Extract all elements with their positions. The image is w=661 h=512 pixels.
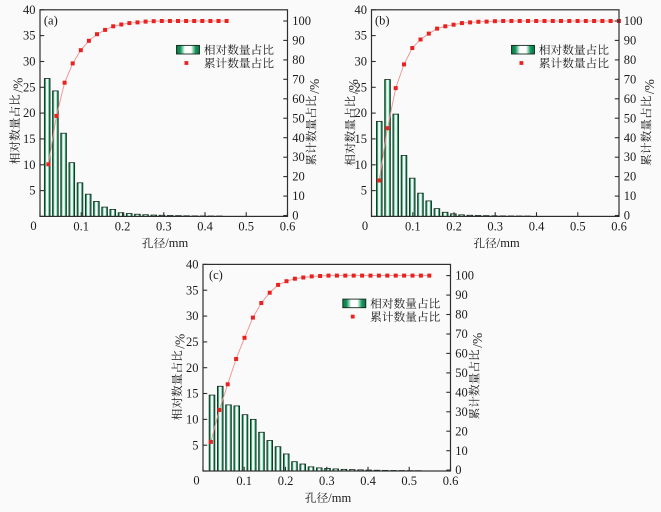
svg-text:/mm: /mm (165, 236, 188, 250)
svg-text:15: 15 (186, 387, 199, 401)
svg-text:(b): (b) (375, 14, 390, 28)
svg-text:0.3: 0.3 (156, 220, 172, 234)
svg-text:20: 20 (186, 361, 199, 375)
svg-text:100: 100 (624, 14, 643, 28)
svg-text:0.1: 0.1 (236, 474, 252, 488)
svg-text:60: 60 (455, 347, 468, 361)
svg-text:40: 40 (186, 258, 199, 272)
svg-text:80: 80 (624, 53, 637, 67)
svg-text:70: 70 (455, 327, 468, 341)
svg-text:0: 0 (362, 219, 368, 233)
svg-text:10: 10 (624, 189, 637, 203)
svg-text:/%: /% (11, 78, 26, 93)
svg-text:0.2: 0.2 (115, 220, 131, 234)
svg-text:35: 35 (355, 29, 368, 43)
svg-text:40: 40 (624, 131, 637, 145)
svg-text:25: 25 (23, 80, 36, 94)
svg-text:0.4: 0.4 (360, 474, 376, 488)
svg-text:0: 0 (292, 209, 298, 223)
svg-text:20: 20 (292, 170, 305, 184)
svg-text:0.6: 0.6 (443, 474, 459, 488)
svg-text:70: 70 (292, 72, 305, 86)
svg-text:80: 80 (455, 308, 468, 322)
svg-text:5: 5 (192, 438, 198, 452)
svg-text:0.2: 0.2 (446, 220, 462, 234)
svg-text:100: 100 (455, 269, 474, 283)
svg-text:30: 30 (624, 150, 637, 164)
svg-text:50: 50 (292, 111, 305, 125)
svg-text:10: 10 (186, 413, 199, 427)
svg-text:0: 0 (624, 209, 630, 223)
svg-text:(a): (a) (44, 14, 58, 28)
svg-text:/%: /% (346, 79, 361, 94)
svg-text:0.5: 0.5 (401, 474, 417, 488)
svg-text:50: 50 (624, 111, 637, 125)
svg-text:50: 50 (455, 366, 468, 380)
svg-text:35: 35 (23, 29, 36, 43)
svg-text:10: 10 (355, 158, 368, 172)
svg-text:25: 25 (355, 80, 368, 94)
svg-text:0.3: 0.3 (487, 220, 503, 234)
svg-text:90: 90 (292, 34, 305, 48)
svg-text:40: 40 (292, 131, 305, 145)
svg-text:5: 5 (361, 184, 367, 198)
svg-text:20: 20 (624, 170, 637, 184)
svg-text:90: 90 (624, 34, 637, 48)
svg-text:/%: /% (173, 334, 188, 349)
svg-text:20: 20 (355, 106, 368, 120)
svg-text:/%: /% (307, 79, 322, 94)
svg-text:80: 80 (292, 53, 305, 67)
svg-text:30: 30 (455, 405, 468, 419)
svg-text:40: 40 (355, 3, 368, 17)
svg-text:0.4: 0.4 (197, 220, 213, 234)
svg-text:100: 100 (292, 14, 311, 28)
svg-text:/mm: /mm (328, 491, 351, 505)
svg-text:20: 20 (455, 424, 468, 438)
svg-text:10: 10 (455, 444, 468, 458)
svg-text:0: 0 (30, 219, 36, 233)
svg-text:60: 60 (624, 92, 637, 106)
svg-text:0.5: 0.5 (238, 220, 254, 234)
svg-text:0.2: 0.2 (278, 474, 294, 488)
svg-text:0: 0 (455, 463, 461, 477)
svg-text:5: 5 (29, 184, 35, 198)
svg-text:30: 30 (292, 150, 305, 164)
svg-text:20: 20 (23, 106, 36, 120)
svg-text:/mm: /mm (497, 236, 520, 250)
svg-text:40: 40 (455, 385, 468, 399)
svg-text:0.6: 0.6 (611, 220, 627, 234)
svg-text:/%: /% (642, 79, 657, 94)
svg-text:0.5: 0.5 (570, 220, 586, 234)
svg-text:0.6: 0.6 (280, 220, 296, 234)
svg-text:35: 35 (186, 283, 199, 297)
svg-text:30: 30 (23, 55, 36, 69)
svg-text:0.1: 0.1 (405, 220, 421, 234)
svg-text:10: 10 (292, 189, 305, 203)
svg-text:0: 0 (193, 474, 199, 488)
svg-text:25: 25 (186, 335, 199, 349)
svg-text:15: 15 (23, 132, 36, 146)
svg-text:0.4: 0.4 (529, 220, 545, 234)
svg-text:90: 90 (455, 288, 468, 302)
svg-text:30: 30 (186, 309, 199, 323)
svg-text:70: 70 (624, 72, 637, 86)
svg-text:10: 10 (23, 158, 36, 172)
svg-text:15: 15 (355, 132, 368, 146)
svg-text:0.1: 0.1 (73, 220, 89, 234)
svg-text:60: 60 (292, 92, 305, 106)
svg-text:0.3: 0.3 (319, 474, 335, 488)
svg-text:40: 40 (23, 3, 36, 17)
svg-text:/%: /% (470, 333, 485, 348)
svg-text:(c): (c) (209, 268, 223, 282)
svg-text:30: 30 (355, 55, 368, 69)
